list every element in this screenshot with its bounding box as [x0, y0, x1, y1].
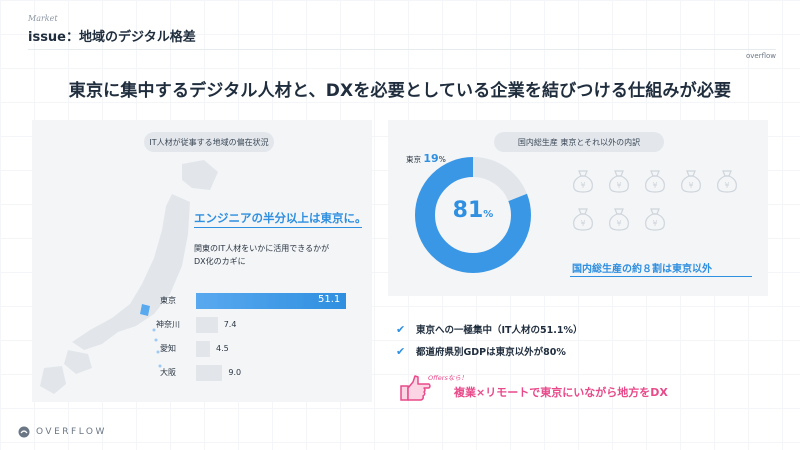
- check-icon: ✔: [396, 322, 406, 336]
- money-bag-grid: ¥ ¥ ¥ ¥ ¥ ¥ ¥ ¥: [570, 168, 750, 258]
- svg-text:¥: ¥: [616, 219, 621, 228]
- tokyo-value: 19: [423, 152, 439, 165]
- svg-text:¥: ¥: [724, 181, 729, 190]
- bar-value: 4.5: [216, 344, 229, 353]
- check-text: 都道府県別GDPは東京以外が80%: [416, 347, 566, 358]
- yen-money-bag-icon: ¥: [609, 170, 629, 193]
- yen-money-bag-icon: ¥: [573, 208, 593, 231]
- it-talent-bar-chart: 東京 51.1 神奈川 7.4 愛知 4.5 大阪 9.0: [144, 290, 364, 386]
- svg-text:¥: ¥: [580, 181, 585, 190]
- it-talent-panel: IT人材が従事する地域の偏在状況 エンジニアの半分以上は東京に。 関東のIT人材…: [32, 120, 372, 402]
- it-talent-pill: IT人材が従事する地域の偏在状況: [144, 132, 274, 152]
- engineer-callout: エンジニアの半分以上は東京に。: [194, 211, 367, 225]
- yen-money-bag-icon: ¥: [573, 170, 593, 193]
- svg-text:¥: ¥: [616, 181, 621, 190]
- subtext-line: 関東のIT人材をいかに活用できるかが: [194, 244, 330, 253]
- bar: [196, 365, 223, 381]
- bar-row: 神奈川 7.4: [144, 314, 364, 336]
- yen-money-bag-icon: ¥: [645, 208, 665, 231]
- subtext-line: DX化のカギに: [194, 257, 246, 266]
- tokyo-share-label: 東京 19%: [406, 152, 446, 165]
- other-share-label: 81%: [408, 198, 538, 223]
- gdp-donut-chart: [415, 157, 531, 273]
- check-item: ✔ 東京への一極集中（IT人材の51.1%）: [396, 318, 582, 340]
- brand-top: overflow: [745, 52, 776, 60]
- check-list: ✔ 東京への一極集中（IT人材の51.1%） ✔ 都道府県別GDPは東京以外が8…: [396, 318, 582, 362]
- callout-subtext: 関東のIT人材をいかに活用できるかが DX化のカギに: [194, 242, 364, 268]
- other-value: 81: [452, 198, 484, 223]
- offer-message: 複業×リモートで東京にいながら地方をDX: [454, 386, 668, 399]
- svg-text:¥: ¥: [580, 219, 585, 228]
- tokyo-label: 東京: [406, 155, 421, 164]
- bar: [196, 317, 218, 333]
- issue-title: issue：地域のデジタル格差: [28, 30, 196, 45]
- bar-row: 東京 51.1: [144, 290, 364, 312]
- check-item: ✔ 都道府県別GDPは東京以外が80%: [396, 340, 582, 362]
- yen-money-bag-icon: ¥: [717, 170, 737, 193]
- bar: [196, 341, 210, 357]
- footer-brand: OVERFLOW: [18, 426, 107, 438]
- bar-value: 9.0: [228, 368, 242, 377]
- bar-label: 大阪: [160, 368, 176, 377]
- bar-row: 大阪 9.0: [144, 362, 364, 384]
- gdp-callout-underline: [570, 276, 752, 277]
- tokyo-unit: %: [438, 155, 446, 164]
- bar-label: 神奈川: [156, 320, 180, 329]
- offer-small-label: Offersなら！: [428, 374, 468, 382]
- bar-value: 51.1: [318, 294, 341, 305]
- bar-label: 愛知: [160, 344, 176, 353]
- bar: [196, 293, 346, 309]
- footer-brand-text: OVERFLOW: [36, 427, 107, 437]
- page-headline: 東京に集中するデジタル人材と、DXを必要としている企業を結びつける仕組みが必要: [68, 81, 732, 101]
- header-divider: [28, 49, 776, 50]
- pointing-hand-icon: [400, 375, 431, 401]
- svg-text:¥: ¥: [652, 219, 657, 228]
- donut-slice-other: [415, 157, 531, 273]
- japan-map: [40, 160, 218, 394]
- yen-money-bag-icon: ¥: [645, 170, 665, 193]
- check-icon: ✔: [396, 344, 406, 358]
- section-label: Market: [28, 14, 58, 23]
- callout-underline: [194, 227, 362, 228]
- bar-row: 愛知 4.5: [144, 338, 364, 360]
- check-text: 東京への一極集中（IT人材の51.1%）: [416, 325, 583, 336]
- yen-money-bag-icon: ¥: [681, 170, 701, 193]
- bar-value: 7.4: [223, 320, 237, 329]
- bar-label: 東京: [160, 296, 176, 305]
- gdp-panel: 国内総生産 東京とそれ以外の内訳 東京 19% 81% ¥ ¥ ¥ ¥ ¥ ¥ ¥ ¥ 国内総…: [388, 120, 768, 296]
- svg-text:¥: ¥: [688, 181, 693, 190]
- gdp-pill: 国内総生産 東京とそれ以外の内訳: [494, 132, 664, 152]
- overflow-logo-icon: [18, 426, 30, 438]
- gdp-callout: 国内総生産の約８割は東京以外: [572, 264, 712, 275]
- other-unit: %: [483, 209, 494, 220]
- svg-text:¥: ¥: [652, 181, 657, 190]
- yen-money-bag-icon: ¥: [609, 208, 629, 231]
